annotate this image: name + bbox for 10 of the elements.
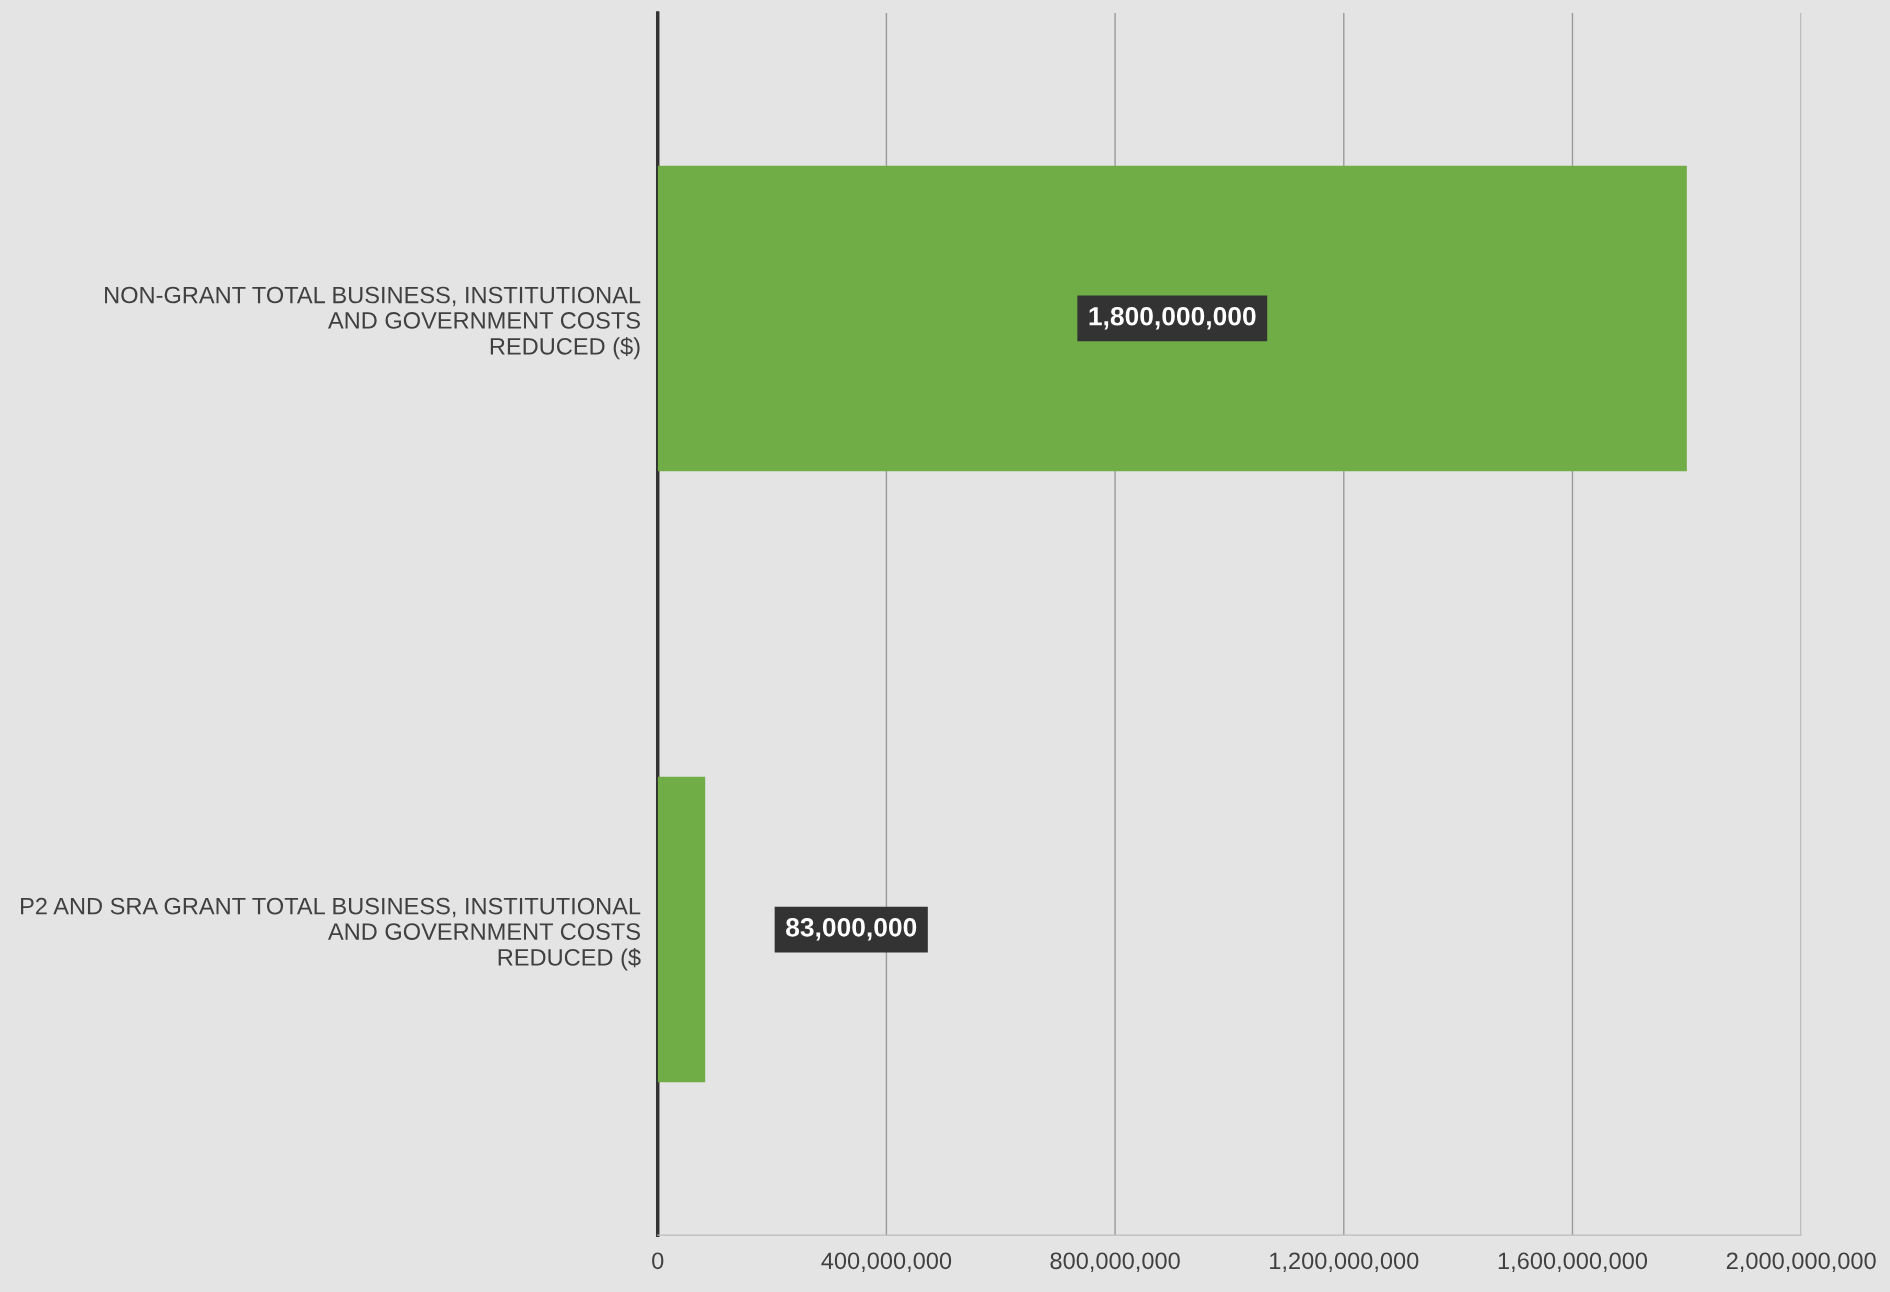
data-label: 83,000,000 bbox=[786, 917, 917, 941]
y-tick-label: P2 AND SRA GRANT TOTAL BUSINESS, INSTITUTIONAL AND GOVERNMENT COSTS REDUCED ($ bbox=[21, 897, 641, 971]
data-label: 1,800,000,000 bbox=[1089, 306, 1256, 330]
x-tick-label: 1,200,000,000 bbox=[1270, 1252, 1419, 1272]
x-tick-label: 0 bbox=[652, 1252, 664, 1270]
x-tick-label: 800,000,000 bbox=[1050, 1252, 1180, 1272]
y-tick-label: NON-GRANT TOTAL BUSINESS, INSTITUTIONAL AND GOVERNMENT COSTS REDUCED ($) bbox=[105, 286, 641, 360]
x-tick-label: 2,000,000,000 bbox=[1726, 1252, 1876, 1272]
x-tick-label: 400,000,000 bbox=[821, 1252, 952, 1272]
x-tick-label: 1,600,000,000 bbox=[1498, 1252, 1648, 1272]
